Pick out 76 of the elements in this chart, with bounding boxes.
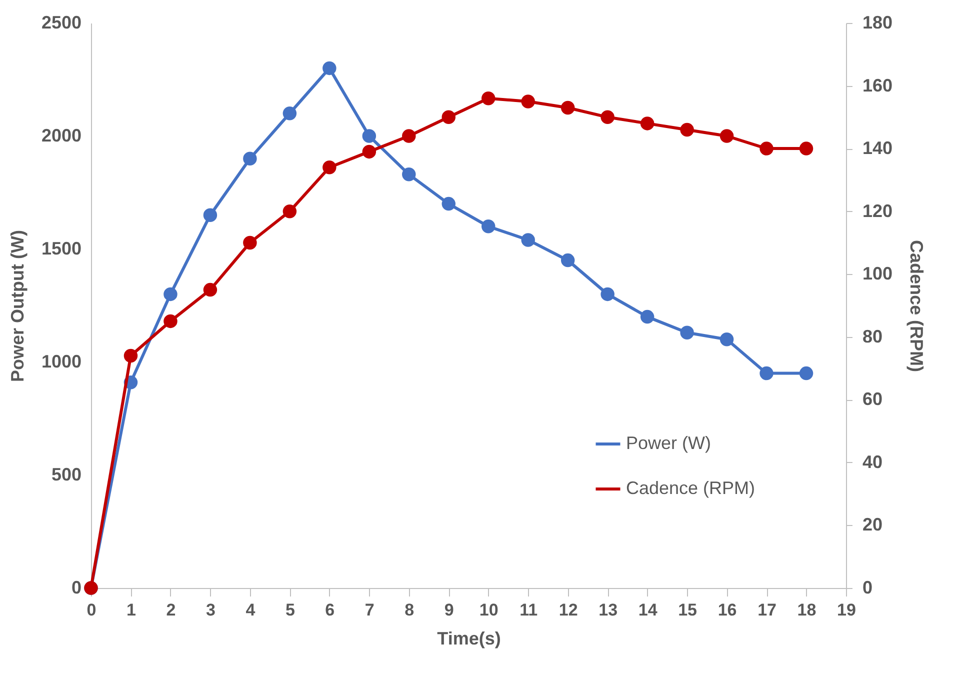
y2-tick-label: 140 <box>862 138 893 158</box>
point <box>521 233 535 247</box>
x-tick-label: 19 <box>837 600 856 620</box>
legend-label: Power (W) <box>626 433 711 453</box>
point <box>362 144 376 159</box>
x-tick-label: 16 <box>718 600 737 620</box>
point <box>164 287 178 302</box>
x-tick-label: 0 <box>86 600 96 620</box>
point <box>442 110 456 124</box>
point <box>760 142 774 156</box>
y2-tick-label: 160 <box>862 75 893 96</box>
point <box>640 310 654 324</box>
point <box>243 152 257 166</box>
y2-tick-label: 180 <box>862 12 893 32</box>
x-tick-label: 3 <box>206 600 216 620</box>
point <box>720 332 734 346</box>
x-tick-label: 2 <box>166 600 176 620</box>
x-tick-label: 13 <box>598 600 618 620</box>
y2-tick-label: 120 <box>862 200 893 221</box>
y2-tick-label: 20 <box>862 514 883 535</box>
y-tick-label: 2000 <box>41 126 82 146</box>
point <box>760 366 774 380</box>
point <box>322 61 336 76</box>
point <box>680 122 694 137</box>
point <box>481 91 496 106</box>
point <box>282 204 297 218</box>
y2-axis-title: Cadence (RPM) <box>906 240 927 372</box>
point <box>442 196 456 211</box>
x-tick-label: 12 <box>558 600 578 620</box>
point <box>203 282 218 297</box>
x-tick-label: 6 <box>325 600 335 620</box>
x-tick-label: 7 <box>364 600 374 620</box>
x-tick-label: 10 <box>479 600 498 620</box>
x-tick-label: 11 <box>520 600 538 620</box>
point <box>600 287 614 302</box>
point <box>322 160 336 174</box>
point <box>720 129 734 143</box>
point <box>124 348 138 363</box>
point <box>164 314 178 328</box>
point <box>203 208 218 222</box>
point <box>362 129 376 143</box>
y2-tick-label: 40 <box>862 452 883 472</box>
point <box>560 100 575 115</box>
point <box>600 110 614 124</box>
x-tick-label: 1 <box>126 600 136 620</box>
y-axis-title: Power Output (W) <box>7 230 28 382</box>
y-tick-label: 0 <box>71 578 82 598</box>
point <box>680 326 694 340</box>
x-tick-label: 14 <box>638 600 658 620</box>
x-tick-label: 4 <box>246 600 256 620</box>
x-tick-label: 17 <box>758 600 776 620</box>
point <box>521 94 535 108</box>
point <box>402 129 416 143</box>
x-tick-label: 8 <box>404 600 414 620</box>
point <box>799 366 814 380</box>
point <box>560 253 575 268</box>
x-tick-label: 18 <box>797 600 816 620</box>
x-tick-label: 15 <box>678 600 698 620</box>
legend-label: Cadence (RPM) <box>626 478 756 498</box>
point <box>481 220 496 234</box>
point <box>282 106 297 120</box>
point <box>640 116 654 130</box>
y-tick-label: 500 <box>51 464 82 484</box>
y-tick-label: 2500 <box>41 12 82 32</box>
point <box>799 142 814 156</box>
y-tick-label: 1000 <box>41 352 82 372</box>
x-tick-label: 5 <box>285 600 295 620</box>
y2-tick-label: 0 <box>862 578 873 598</box>
x-tick-label: 9 <box>444 600 454 620</box>
y-tick-label: 1500 <box>41 238 82 258</box>
y2-tick-label: 100 <box>862 264 893 284</box>
point <box>402 168 416 182</box>
point <box>243 236 257 250</box>
y2-tick-label: 80 <box>862 326 883 346</box>
x-axis-title: Time(s) <box>437 628 501 648</box>
y2-tick-label: 60 <box>862 389 883 410</box>
